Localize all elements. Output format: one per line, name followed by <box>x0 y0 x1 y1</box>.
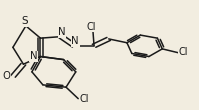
Text: Cl: Cl <box>179 47 188 57</box>
Text: N: N <box>30 51 37 61</box>
Text: S: S <box>21 16 28 26</box>
Text: N: N <box>58 27 66 37</box>
Text: Cl: Cl <box>86 22 96 32</box>
Text: O: O <box>2 71 10 81</box>
Text: N: N <box>71 36 79 46</box>
Text: Cl: Cl <box>80 94 89 104</box>
